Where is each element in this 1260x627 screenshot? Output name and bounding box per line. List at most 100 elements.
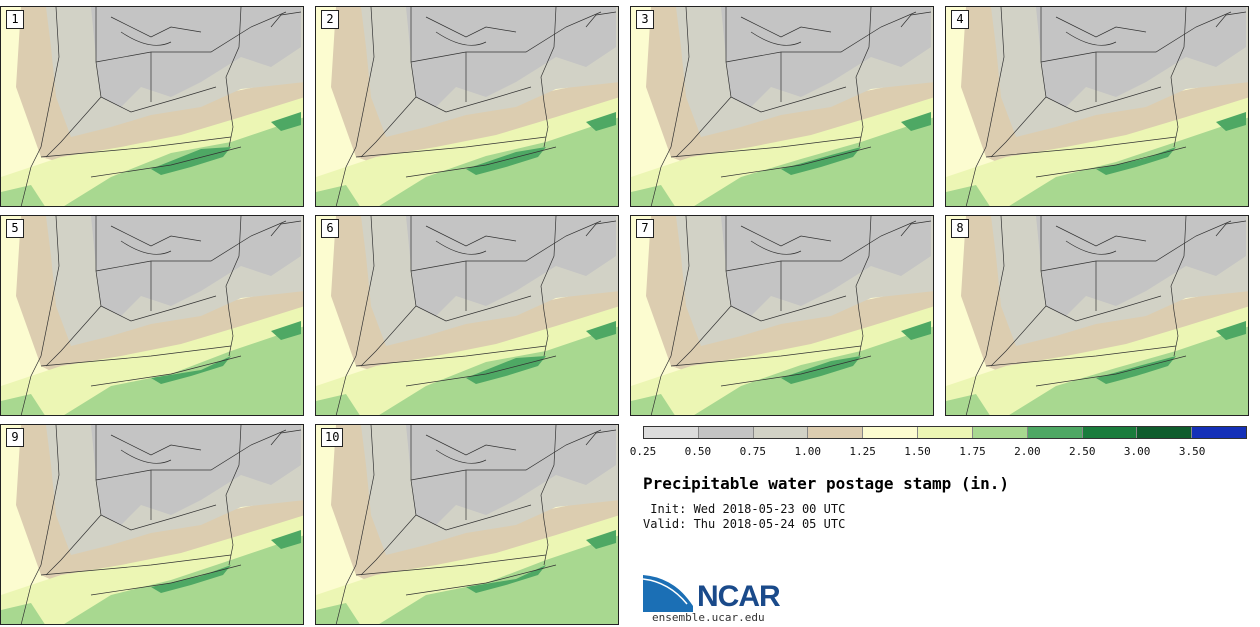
state-boundary-line (405, 564, 557, 596)
state-boundary-line (435, 240, 487, 255)
state-boundary-line (20, 7, 60, 206)
state-boundary-line (1040, 7, 1162, 113)
state-boundary-line (900, 220, 932, 237)
pw-contour-fill (1216, 112, 1246, 131)
precipitable-water-map (946, 216, 1248, 415)
state-boundary-line (40, 554, 232, 576)
state-boundary-line (120, 240, 172, 255)
state-boundary-line (95, 425, 217, 531)
state-boundary-line (670, 345, 862, 367)
colorbar-swatch (1082, 427, 1138, 438)
map-panel-6: 6 (315, 215, 619, 416)
state-boundary-line (1170, 216, 1187, 357)
colorbar-swatch (644, 427, 699, 438)
map-panel-4: 4 (945, 6, 1249, 207)
pw-contour-fill (1036, 216, 1246, 316)
state-boundary-line (45, 305, 102, 367)
precipitable-water-map (316, 7, 618, 206)
colorbar-swatch (1192, 427, 1246, 438)
map-panel-7: 7 (630, 215, 934, 416)
state-boundary-line (1215, 220, 1247, 237)
precipitable-water-map (946, 7, 1248, 206)
member-label-8: 8 (951, 219, 969, 238)
pw-contour-fill (781, 356, 861, 384)
state-boundary-line (725, 220, 917, 272)
state-boundary-line (585, 11, 617, 28)
state-boundary-line (750, 31, 802, 46)
pw-contour-fill (91, 425, 301, 525)
colorbar-swatch (918, 427, 973, 438)
state-boundary-line (435, 449, 487, 464)
state-boundary-line (1040, 216, 1162, 322)
colorbar-swatch (972, 427, 1028, 438)
map-panel-2: 2 (315, 6, 619, 207)
pw-contour-fill (406, 216, 616, 316)
member-label-5: 5 (6, 219, 24, 238)
pw-contour-fill (946, 394, 990, 415)
state-boundary-line (405, 146, 557, 178)
state-boundary-line (750, 240, 802, 255)
state-boundary-line (965, 7, 1005, 206)
member-label-2: 2 (321, 10, 339, 29)
pw-contour-fill (271, 321, 301, 340)
state-boundary-line (435, 31, 487, 46)
state-boundary-line (120, 31, 172, 46)
pw-contour-fill (586, 112, 616, 131)
state-boundary-line (540, 7, 557, 148)
site-url: ensemble.ucar.edu (652, 611, 765, 624)
colorbar (643, 426, 1247, 439)
pw-contour-fill (466, 356, 546, 384)
member-label-6: 6 (321, 219, 339, 238)
state-boundary-line (985, 345, 1177, 367)
state-boundary-line (1040, 220, 1232, 272)
pw-contour-fill (1, 394, 45, 415)
state-boundary-line (355, 345, 547, 367)
ncar-logo-text: NCAR (697, 580, 781, 613)
state-boundary-line (110, 16, 202, 38)
state-boundary-line (1035, 146, 1187, 178)
member-label-7: 7 (636, 219, 654, 238)
state-boundary-line (120, 449, 172, 464)
state-boundary-line (225, 425, 242, 566)
pw-contour-fill (586, 530, 616, 549)
state-boundary-line (990, 96, 1047, 158)
state-boundary-line (1215, 11, 1247, 28)
map-panel-10: 10 (315, 424, 619, 625)
colorbar-tick-label: 2.50 (1069, 445, 1096, 458)
colorbar-tick-label: 1.50 (904, 445, 931, 458)
state-boundary-line (95, 216, 217, 322)
state-boundary-line (425, 434, 517, 456)
pw-contour-fill (1096, 147, 1176, 175)
pw-contour-fill (406, 425, 616, 525)
pw-contour-fill (316, 394, 360, 415)
state-boundary-line (95, 220, 287, 272)
state-boundary-line (675, 305, 732, 367)
state-boundary-line (95, 429, 287, 481)
state-boundary-line (410, 11, 602, 63)
precipitable-water-map (1, 7, 303, 206)
state-boundary-line (335, 216, 375, 415)
state-boundary-line (110, 434, 202, 456)
precipitable-water-map (1, 216, 303, 415)
state-boundary-line (90, 146, 242, 178)
precipitable-water-map (316, 216, 618, 415)
pw-contour-fill (586, 321, 616, 340)
state-boundary-line (335, 425, 375, 624)
state-boundary-line (225, 216, 242, 357)
state-boundary-line (1170, 7, 1187, 148)
colorbar-tick-label: 1.25 (849, 445, 876, 458)
state-boundary-line (410, 7, 532, 113)
state-boundary-line (40, 345, 232, 367)
colorbar-swatch (753, 427, 809, 438)
state-boundary-line (355, 136, 547, 158)
init-time: Init: Wed 2018-05-23 00 UTC (643, 502, 846, 516)
state-boundary-line (720, 146, 872, 178)
state-boundary-line (20, 425, 60, 624)
state-boundary-line (270, 220, 302, 237)
colorbar-swatch (808, 427, 864, 438)
member-label-4: 4 (951, 10, 969, 29)
pw-contour-fill (151, 356, 231, 384)
state-boundary-line (965, 216, 1005, 415)
state-boundary-line (270, 11, 302, 28)
colorbar-tick-label: 2.00 (1014, 445, 1041, 458)
